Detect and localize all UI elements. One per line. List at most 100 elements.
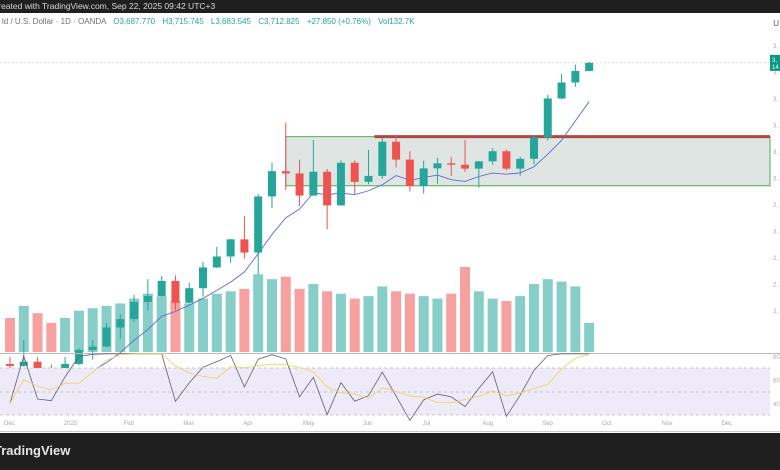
candle-body [116,319,125,328]
volume-bar [239,288,250,352]
price-axis-label: 3, [773,44,778,50]
volume-bar [225,291,236,352]
volume-bar [308,284,319,352]
candle-body [199,267,208,289]
currency-label[interactable]: U [773,19,779,28]
candle-body [295,173,304,196]
low-value: L3,683.545 [210,17,251,26]
candle-body [433,163,442,169]
candle-body [5,363,14,366]
volume-bar [487,298,498,352]
candle-body [19,361,28,366]
volume-bar [363,296,374,352]
volume-bar [60,318,71,352]
candle-body [392,141,401,160]
candle-body [529,137,538,159]
time-axis-label: Dec [722,421,733,427]
close-value: C3,712.825 [258,17,300,26]
volume-bar [404,293,415,352]
time-axis-label: Feb [124,421,135,427]
volume-bar [4,318,15,352]
rsi-axis-label: 60 [773,379,780,385]
candle-body [281,171,290,174]
volume-bar [294,288,305,352]
candle-body [185,288,194,303]
rsi-axis-label: 40 [773,402,780,408]
candle-body [502,151,511,169]
volume-bar [446,293,457,352]
volume-bar [528,284,539,352]
time-axis-label: 2025 [64,421,78,427]
time-axis-label: Mar [183,421,193,427]
volume-bar [211,293,222,352]
time-axis-label: Oct [602,421,612,427]
price-axis-label: 3, [773,97,778,103]
volume-bar [18,305,29,352]
brand-logo-text: TradingView [0,443,71,458]
last-price-badge-countdown: 14 [772,65,779,71]
price-axis-label: 2, [773,283,778,289]
price-axis-label: 2, [773,309,778,315]
time-axis-label: Jul [423,421,431,427]
volume-bar [391,291,402,352]
volume-bar [432,298,443,352]
volume-bar [170,301,181,352]
candle-body [571,70,580,83]
time-axis-label: May [303,421,314,427]
volume-bar [32,313,43,352]
last-price-badge [770,54,780,71]
candle-body [61,363,70,370]
resistance-line [374,135,770,139]
time-axis-label: Dec [4,421,15,427]
candle-body [447,163,456,165]
footer-bar: TradingView [0,433,780,470]
candle-body [226,239,235,257]
volume-bar [266,279,277,352]
candle-body [461,164,470,169]
candle-body [309,171,318,196]
price-axis-label: 2, [773,256,778,262]
candle-body [350,162,359,182]
watermark-text: created with TradingView.com, Sep 22, 20… [0,1,216,11]
candle-body [488,151,497,162]
candle-body [171,280,180,303]
time-axis-label: Apr [243,421,252,427]
volume-bar [501,301,512,352]
candle-body [378,141,387,176]
price-axis-label: 3, [773,177,778,183]
candle-body [254,196,263,253]
candle-body [585,62,594,71]
candle-body [516,158,525,169]
candle-body [212,256,221,268]
candle-body [267,171,276,197]
last-price-badge-value: 3, [772,58,777,64]
volume-bar [418,296,429,352]
symbol-name[interactable]: ld / U.S. Dollar · 1D · OANDA [2,17,107,26]
candle-body [364,175,373,182]
candle-body [557,82,566,99]
volume-value: Vol132.7K [378,17,415,26]
price-axis-label: 3, [773,71,778,77]
volume-bar [253,274,264,352]
volume-bar [322,291,333,352]
rsi-axis-label: 80 [773,355,780,361]
volume-bar [584,322,595,352]
volume-bar [473,291,484,352]
time-axis-label: Jun [363,421,373,427]
time-axis-label: Aug [482,421,493,427]
volume-bar [460,267,471,352]
price-axis-label: 3, [773,124,778,130]
candle-body [543,98,552,138]
price-axis-label: 2, [773,203,778,209]
volume-bar [73,310,84,352]
candle-body [323,171,332,206]
volume-bar [556,281,567,352]
rsi-moving-average [9,353,590,404]
volume-bar [184,303,195,352]
volume-bar [280,276,291,352]
rsi-line [9,353,590,422]
volume-bar [377,286,388,352]
candle-body [240,239,249,253]
symbol-legend: ld / U.S. Dollar · 1D · OANDA O3,687.770… [2,17,415,26]
